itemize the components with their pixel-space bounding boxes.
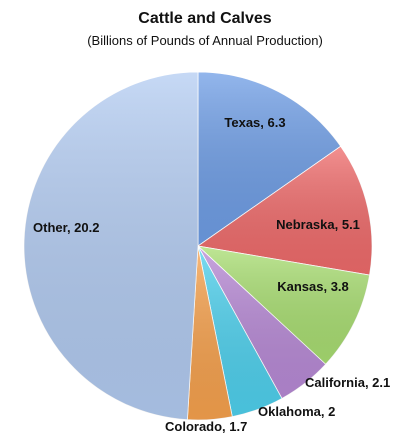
pie-label-colorado: Colorado, 1.7 — [165, 419, 247, 434]
pie-labels: Texas, 6.3 Nebraska, 5.1 Kansas, 3.8 Califo… — [33, 115, 390, 434]
pie-slice-shading — [198, 146, 373, 276]
chart-title: Cattle and Calves — [138, 10, 272, 27]
pie-label-nebraska: Nebraska, 5.1 — [276, 217, 360, 232]
pie-label-texas: Texas, 6.3 — [224, 115, 285, 130]
pie-slices — [23, 71, 373, 421]
pie-label-other: Other, 20.2 — [33, 220, 99, 235]
chart-subtitle: (Billions of Pounds of Annual Production… — [87, 33, 323, 48]
pie-slice-shading — [23, 72, 198, 420]
pie-slice-shading — [187, 246, 233, 421]
pie-label-oklahoma: Oklahoma, 2 — [258, 404, 335, 419]
pie-label-california: California, 2.1 — [305, 375, 390, 390]
pie-slice-shading — [198, 246, 282, 417]
pie-slice-shading — [198, 246, 326, 399]
pie-slice-shading — [198, 246, 370, 365]
pie-slice-shading — [198, 72, 341, 246]
pie-label-kansas: Kansas, 3.8 — [277, 279, 349, 294]
